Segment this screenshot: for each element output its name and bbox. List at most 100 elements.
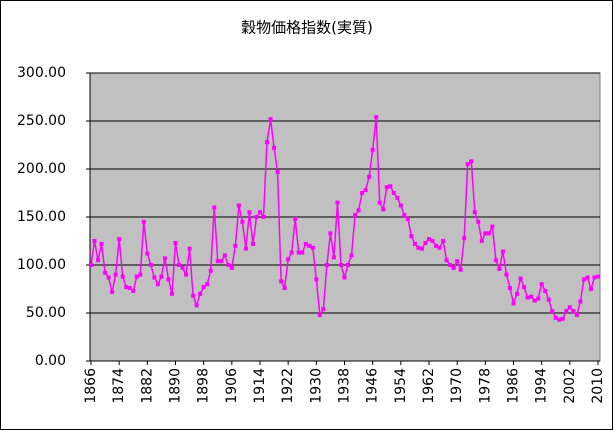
data-point [363,188,368,193]
x-tick-label: 1986 [506,368,522,404]
data-point [303,241,308,246]
data-point [184,272,189,277]
x-tick-label: 1882 [139,368,155,404]
data-point [148,263,153,267]
data-point [479,239,484,243]
data-point [504,272,509,277]
data-point [525,295,530,300]
data-point [539,282,544,287]
y-tick-label: 200.00 [17,161,66,177]
data-point [342,275,347,280]
data-point [574,312,579,317]
data-point [279,279,284,284]
x-tick-label: 1922 [280,368,296,404]
data-point [173,240,178,245]
data-point [497,266,502,271]
data-point [536,296,541,301]
data-point [152,275,157,280]
data-point [553,315,558,320]
y-tick-label: 50.00 [26,305,66,321]
data-point [472,210,477,215]
data-point [546,297,551,302]
data-point [261,215,266,219]
data-point [212,205,217,210]
x-tick-label: 1866 [83,368,99,404]
x-tick-label: 1962 [421,368,437,404]
data-point [367,174,372,179]
data-point [543,288,548,293]
data-point [596,274,600,279]
x-tick-label: 1946 [365,368,381,404]
data-point [99,241,104,246]
x-tick-label: 1898 [196,368,212,404]
data-point [451,265,456,270]
data-point [229,265,234,270]
data-point [208,268,213,273]
data-point [465,162,470,167]
data-point [317,312,322,317]
data-point [110,289,115,294]
data-point [247,210,252,215]
data-point [353,213,358,218]
data-point [233,243,238,248]
data-point [409,234,414,239]
data-point [398,203,403,208]
data-point [159,274,164,279]
data-point [120,274,125,279]
x-tick-label: 1914 [252,368,268,404]
data-point [166,277,171,282]
data-point [578,299,583,304]
y-tick-label: 0.00 [35,353,66,369]
data-point [522,285,527,290]
data-point [444,258,449,263]
data-point [402,213,407,218]
data-point [275,169,280,174]
data-point [124,285,129,290]
data-point [462,236,467,241]
data-point [346,263,351,267]
data-point [226,263,231,267]
data-point [113,272,118,277]
data-point [529,294,534,299]
y-tick-label: 250.00 [17,113,66,129]
x-tick-label: 1994 [534,368,550,404]
data-point [388,184,393,189]
x-tick-label: 1890 [168,368,184,404]
data-point [282,286,287,291]
data-point [314,277,319,282]
data-point [430,239,435,243]
data-point [219,259,224,264]
data-point [272,145,277,150]
data-point [205,282,210,287]
data-point [141,219,146,224]
data-point [416,245,421,250]
data-point [571,309,576,314]
data-point [117,237,122,242]
data-point [300,250,305,255]
data-point [310,245,315,250]
data-point [405,216,410,221]
data-point [96,258,101,263]
data-point [265,140,270,145]
data-point [180,265,185,270]
data-point [145,251,150,256]
data-point [335,200,340,205]
data-point [592,275,597,280]
data-point [585,275,590,280]
data-point [198,291,203,296]
data-point [381,207,386,212]
x-tick-label: 2002 [562,368,578,404]
data-point [419,246,424,251]
data-point [296,250,301,255]
data-point [564,309,569,314]
data-point [289,250,294,255]
data-point [486,231,491,236]
data-point [455,259,460,264]
data-point [215,259,220,264]
data-point [155,282,160,287]
data-point [187,246,192,251]
x-tick-label: 1938 [337,368,353,404]
data-point [254,215,259,219]
data-point [437,245,442,250]
y-tick-label: 300.00 [17,65,66,81]
